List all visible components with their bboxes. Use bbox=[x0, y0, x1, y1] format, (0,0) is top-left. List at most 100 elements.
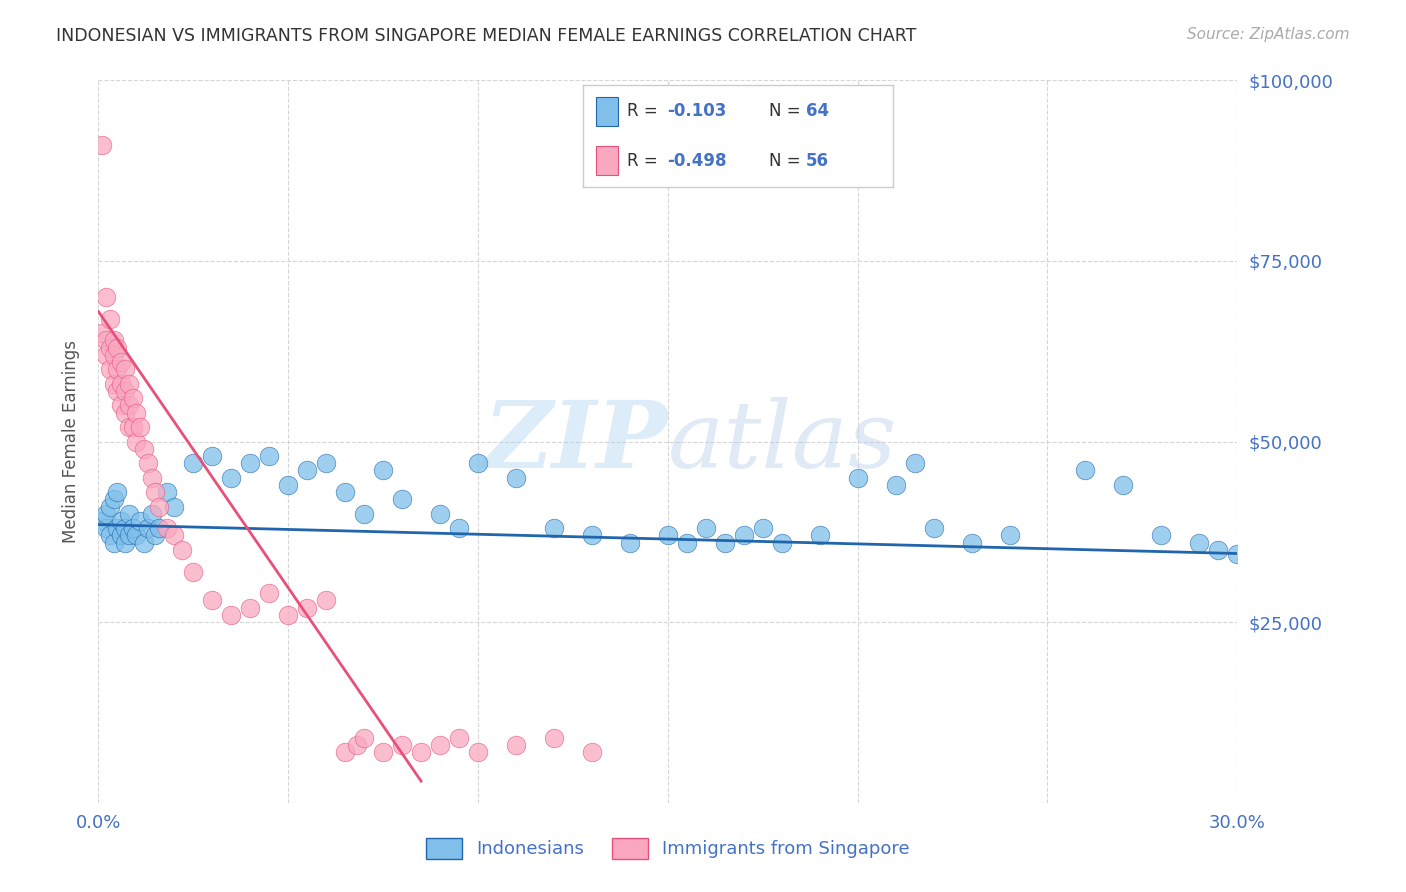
Point bbox=[297, 600, 319, 615]
Point bbox=[449, 521, 471, 535]
Point bbox=[103, 376, 125, 391]
Point bbox=[118, 420, 141, 434]
Point bbox=[1188, 535, 1211, 549]
Point bbox=[103, 348, 125, 362]
Point bbox=[259, 586, 281, 600]
Point bbox=[94, 507, 117, 521]
Point bbox=[581, 745, 603, 759]
Text: INDONESIAN VS IMMIGRANTS FROM SINGAPORE MEDIAN FEMALE EARNINGS CORRELATION CHART: INDONESIAN VS IMMIGRANTS FROM SINGAPORE … bbox=[56, 27, 917, 45]
Point bbox=[353, 507, 375, 521]
Point bbox=[145, 528, 167, 542]
Point bbox=[114, 521, 136, 535]
Point bbox=[114, 535, 136, 549]
Point bbox=[91, 326, 114, 340]
Point bbox=[98, 362, 121, 376]
Point bbox=[695, 521, 717, 535]
Point bbox=[136, 456, 159, 470]
Point bbox=[107, 384, 129, 398]
Point bbox=[107, 341, 129, 355]
Point bbox=[103, 535, 125, 549]
Point bbox=[94, 334, 117, 348]
Point bbox=[371, 745, 394, 759]
Point bbox=[121, 420, 143, 434]
Point bbox=[110, 398, 132, 412]
Point bbox=[960, 535, 983, 549]
Point bbox=[1208, 542, 1230, 557]
Point bbox=[581, 528, 603, 542]
Point bbox=[94, 290, 117, 304]
Point bbox=[183, 456, 205, 470]
Point bbox=[449, 731, 471, 745]
Point bbox=[543, 731, 565, 745]
Point bbox=[156, 521, 179, 535]
Point bbox=[201, 593, 224, 607]
Point bbox=[148, 521, 170, 535]
Point bbox=[125, 406, 148, 420]
Point bbox=[91, 138, 114, 153]
Point bbox=[163, 528, 186, 542]
Point bbox=[114, 362, 136, 376]
Point bbox=[752, 521, 775, 535]
Point bbox=[335, 485, 357, 500]
Point bbox=[391, 492, 413, 507]
Point bbox=[467, 745, 489, 759]
Point bbox=[91, 514, 114, 528]
Point bbox=[103, 334, 125, 348]
Point bbox=[346, 738, 368, 752]
Point bbox=[277, 607, 299, 622]
Point bbox=[922, 521, 945, 535]
Text: N =: N = bbox=[769, 103, 806, 120]
Point bbox=[201, 449, 224, 463]
Point bbox=[770, 535, 793, 549]
Point bbox=[239, 456, 262, 470]
Text: N =: N = bbox=[769, 152, 806, 169]
Point bbox=[110, 514, 132, 528]
Point bbox=[145, 485, 167, 500]
Point bbox=[411, 745, 433, 759]
Point bbox=[884, 478, 907, 492]
Point bbox=[259, 449, 281, 463]
Point bbox=[619, 535, 641, 549]
Point bbox=[1226, 547, 1249, 561]
Point bbox=[505, 738, 527, 752]
Point bbox=[221, 470, 243, 484]
Point bbox=[118, 398, 141, 412]
Point bbox=[148, 500, 170, 514]
Point bbox=[505, 470, 527, 484]
Text: 56: 56 bbox=[806, 152, 830, 169]
Point bbox=[163, 500, 186, 514]
Point bbox=[429, 738, 451, 752]
Point bbox=[239, 600, 262, 615]
Point bbox=[129, 514, 152, 528]
Point bbox=[277, 478, 299, 492]
Bar bbox=[596, 97, 617, 126]
Point bbox=[98, 500, 121, 514]
Point bbox=[98, 341, 121, 355]
Point bbox=[183, 565, 205, 579]
Point bbox=[98, 528, 121, 542]
Point bbox=[467, 456, 489, 470]
Point bbox=[371, 463, 394, 477]
Point bbox=[132, 442, 155, 456]
Text: R =: R = bbox=[627, 103, 662, 120]
Text: Source: ZipAtlas.com: Source: ZipAtlas.com bbox=[1187, 27, 1350, 42]
Text: -0.103: -0.103 bbox=[666, 103, 727, 120]
Point bbox=[714, 535, 737, 549]
Point bbox=[733, 528, 755, 542]
Point bbox=[676, 535, 699, 549]
Point bbox=[808, 528, 831, 542]
Point bbox=[110, 355, 132, 369]
Text: 64: 64 bbox=[806, 103, 830, 120]
Point bbox=[429, 507, 451, 521]
Point bbox=[904, 456, 927, 470]
Point bbox=[121, 521, 143, 535]
Point bbox=[118, 376, 141, 391]
Point bbox=[353, 731, 375, 745]
Point bbox=[132, 535, 155, 549]
Point bbox=[118, 528, 141, 542]
Point bbox=[136, 521, 159, 535]
Point bbox=[129, 420, 152, 434]
Point bbox=[297, 463, 319, 477]
Point bbox=[114, 406, 136, 420]
Y-axis label: Median Female Earnings: Median Female Earnings bbox=[62, 340, 80, 543]
